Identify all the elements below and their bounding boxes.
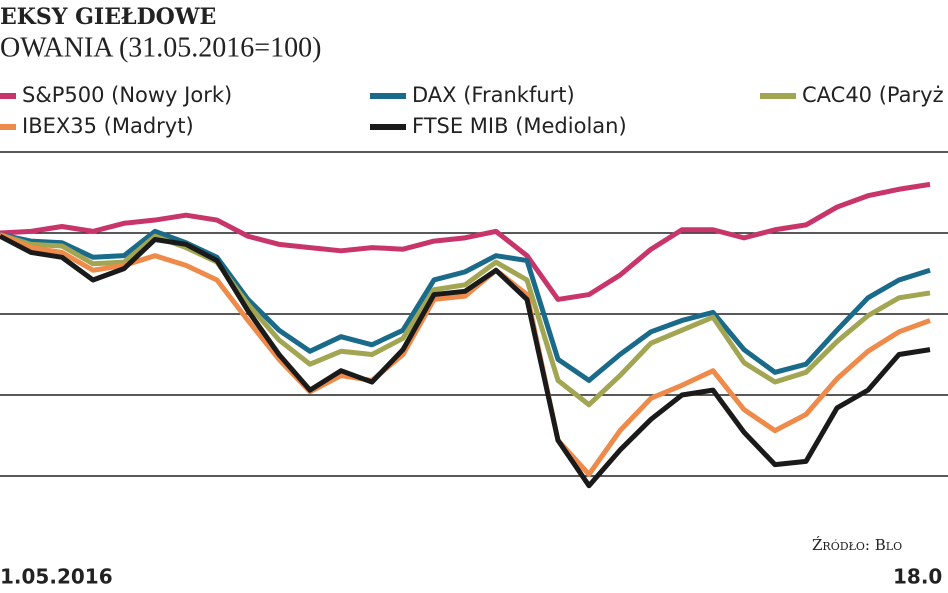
legend-label: IBEX35 (Madryt): [22, 114, 194, 138]
series-line: [0, 234, 931, 489]
legend-label: DAX (Frankfurt): [412, 83, 575, 107]
source: Źródło: Blo: [812, 536, 902, 554]
legend-label: FTSE MIB (Mediolan): [412, 114, 627, 138]
x-tick-label: 18.0: [893, 565, 942, 589]
series-line: [0, 232, 931, 408]
chart-subtitle: OWANIA (31.05.2016=100): [0, 32, 321, 63]
x-tick-label: 1.05.2016: [0, 565, 113, 589]
series-line: [0, 181, 931, 302]
series-line: [0, 228, 931, 383]
legend-label: CAC40 (Paryż: [802, 83, 944, 107]
chart-title: EKSY GIEŁDOWE: [0, 4, 216, 30]
legend-label: S&P500 (Nowy Jork): [22, 83, 232, 107]
series-line: [0, 232, 931, 477]
